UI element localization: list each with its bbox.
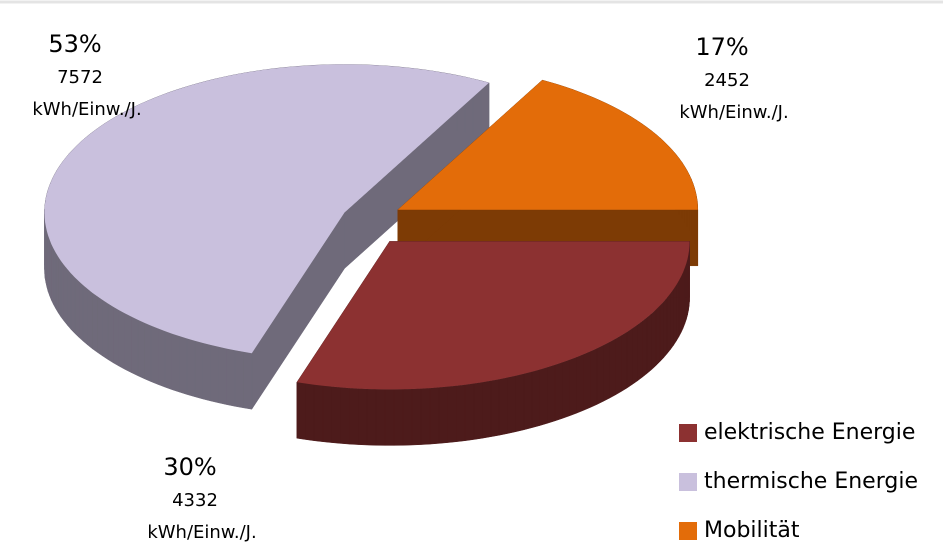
legend-label: elektrische Energie xyxy=(704,420,915,445)
legend-swatch xyxy=(679,424,697,442)
amount-label: 4332 xyxy=(172,490,218,511)
legend-label: Mobilität xyxy=(704,518,800,543)
legend-swatch xyxy=(679,473,697,491)
percent-label: 53% xyxy=(48,30,101,58)
unit-label: kWh/Einw./J. xyxy=(679,102,788,123)
slice-top xyxy=(397,80,698,210)
unit-label: kWh/Einw./J. xyxy=(32,99,141,120)
slice-top xyxy=(44,64,489,354)
legend-swatch xyxy=(679,522,697,540)
percent-label: 30% xyxy=(163,453,216,481)
amount-label: 7572 xyxy=(57,67,103,88)
unit-label: kWh/Einw./J. xyxy=(147,522,256,543)
percent-label: 17% xyxy=(695,33,748,61)
amount-label: 2452 xyxy=(704,70,750,91)
slice-top xyxy=(296,241,690,390)
legend-label: thermische Energie xyxy=(704,469,918,494)
